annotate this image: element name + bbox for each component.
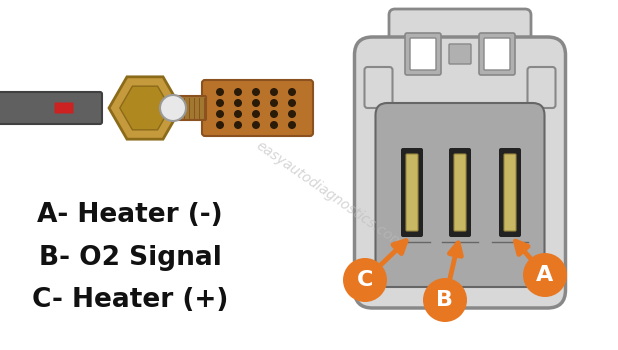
Circle shape — [288, 88, 296, 96]
FancyBboxPatch shape — [401, 148, 423, 237]
FancyBboxPatch shape — [499, 148, 521, 237]
Circle shape — [252, 88, 260, 96]
Circle shape — [423, 278, 467, 322]
Circle shape — [216, 110, 224, 118]
Circle shape — [270, 88, 278, 96]
FancyBboxPatch shape — [376, 103, 544, 287]
Circle shape — [216, 121, 224, 129]
FancyBboxPatch shape — [504, 154, 516, 231]
FancyBboxPatch shape — [202, 80, 313, 136]
FancyBboxPatch shape — [389, 9, 531, 106]
FancyBboxPatch shape — [406, 154, 418, 231]
Circle shape — [343, 258, 387, 302]
Circle shape — [216, 99, 224, 107]
FancyBboxPatch shape — [449, 148, 471, 237]
Text: A: A — [536, 265, 554, 285]
FancyBboxPatch shape — [54, 103, 74, 113]
Text: B- O2 Signal: B- O2 Signal — [38, 245, 221, 271]
FancyBboxPatch shape — [174, 96, 206, 120]
Circle shape — [234, 110, 242, 118]
Text: easyautodiagnostics.com: easyautodiagnostics.com — [254, 139, 406, 251]
Circle shape — [160, 95, 186, 121]
Circle shape — [288, 121, 296, 129]
Circle shape — [252, 99, 260, 107]
Circle shape — [234, 121, 242, 129]
Text: C- Heater (+): C- Heater (+) — [32, 287, 228, 313]
FancyBboxPatch shape — [449, 44, 471, 64]
Circle shape — [252, 121, 260, 129]
Circle shape — [270, 110, 278, 118]
Circle shape — [216, 88, 224, 96]
Circle shape — [523, 253, 567, 297]
FancyBboxPatch shape — [0, 92, 102, 124]
Circle shape — [288, 99, 296, 107]
Circle shape — [270, 99, 278, 107]
FancyBboxPatch shape — [355, 37, 565, 308]
FancyBboxPatch shape — [484, 38, 510, 70]
FancyBboxPatch shape — [405, 33, 441, 75]
FancyBboxPatch shape — [365, 67, 392, 108]
FancyBboxPatch shape — [528, 67, 556, 108]
FancyBboxPatch shape — [479, 33, 515, 75]
Text: C: C — [357, 270, 373, 290]
FancyBboxPatch shape — [454, 154, 466, 231]
Circle shape — [234, 88, 242, 96]
FancyBboxPatch shape — [410, 38, 436, 70]
Circle shape — [270, 121, 278, 129]
Circle shape — [252, 110, 260, 118]
Circle shape — [234, 99, 242, 107]
Text: B: B — [436, 290, 454, 310]
Text: A- Heater (-): A- Heater (-) — [37, 202, 223, 228]
Circle shape — [288, 110, 296, 118]
